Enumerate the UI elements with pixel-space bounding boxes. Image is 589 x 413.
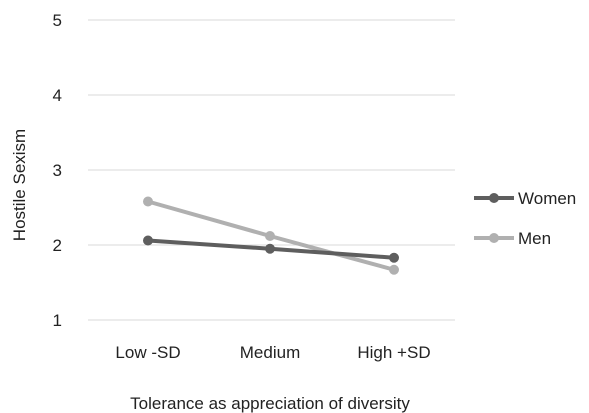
data-point-women	[143, 235, 153, 246]
x-axis-title: Tolerance as appreciation of diversity	[130, 394, 410, 413]
y-axis-title: Hostile Sexism	[10, 129, 29, 241]
legend-label-men: Men	[518, 229, 551, 248]
y-tick-label: 4	[53, 86, 62, 105]
legend: Women Men	[474, 189, 576, 248]
series-lines	[143, 196, 399, 275]
x-axis-ticks: Low -SD Medium High +SD	[115, 343, 430, 362]
y-axis-ticks: 1 2 3 4 5	[53, 11, 62, 330]
x-tick-label: High +SD	[357, 343, 430, 362]
x-tick-label: Low -SD	[115, 343, 180, 362]
data-point-men	[143, 196, 153, 207]
data-point-women	[265, 243, 275, 254]
y-tick-label: 3	[53, 161, 62, 180]
x-tick-label: Medium	[240, 343, 300, 362]
y-tick-label: 2	[53, 236, 62, 255]
gridlines	[88, 19, 455, 321]
y-tick-label: 5	[53, 11, 62, 30]
legend-marker-women	[489, 193, 499, 203]
legend-marker-men	[489, 233, 499, 243]
data-point-men	[265, 231, 275, 241]
y-tick-label: 1	[53, 311, 62, 330]
data-point-women	[389, 252, 399, 263]
data-point-men	[389, 264, 399, 275]
legend-label-women: Women	[518, 189, 576, 208]
